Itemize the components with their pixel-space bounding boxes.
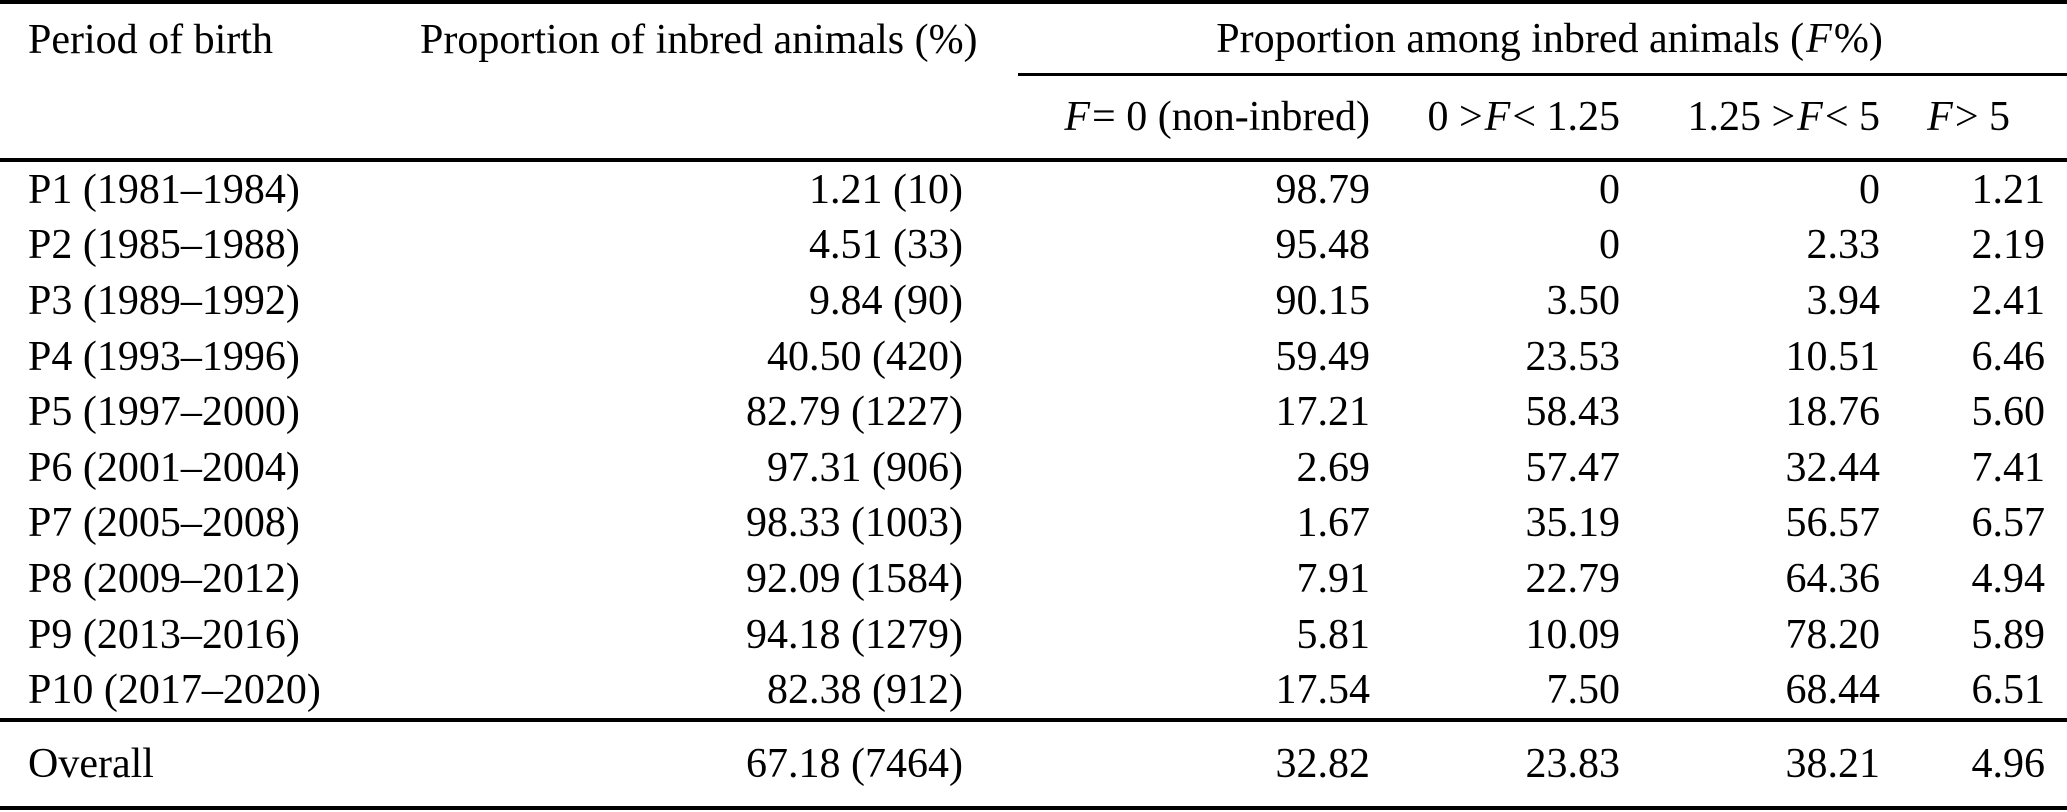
- value-cell: 3.94: [1806, 277, 1881, 324]
- value-cell: 4.96: [1971, 740, 2046, 787]
- value-cell: 57.47: [1525, 444, 1621, 491]
- table-row: P5 (1997–2000) 82.79 (1227) 17.21 58.43 18.7…: [0, 384, 2067, 440]
- header-row-2: F = 0 (non-inbred) 0 > F < 1.25 1.25 > F…: [0, 76, 2067, 158]
- header-row-1: Period of birth Proportion of inbred ani…: [0, 4, 2067, 76]
- overall-separator-rule: [0, 717, 2067, 722]
- italic-f-symbol: F: [1064, 94, 1091, 140]
- value-cell: 17.21: [1275, 389, 1371, 436]
- value-cell: 82.79 (1227): [746, 389, 963, 436]
- proportion-inbred-header: Proportion of inbred animals (%): [420, 17, 978, 63]
- value-cell: 82.38 (912): [767, 667, 963, 714]
- table-row: P2 (1985–1988) 4.51 (33) 95.48 0 2.33 2.19: [0, 218, 2067, 274]
- value-cell: 98.79: [1275, 166, 1371, 213]
- value-cell: 7.50: [1546, 667, 1621, 714]
- subheader-f-equals-0: F = 0 (non-inbred): [1064, 94, 1370, 140]
- value-cell: 1.67: [1296, 500, 1371, 547]
- value-cell: 7.91: [1296, 555, 1371, 602]
- value-cell: 9.84 (90): [809, 277, 963, 324]
- value-cell: 58.43: [1525, 389, 1621, 436]
- period-cell: P8 (2009–2012): [28, 555, 300, 602]
- table-row: P3 (1989–1992) 9.84 (90) 90.15 3.50 3.94 2.41: [0, 273, 2067, 329]
- value-cell: 67.18 (7464): [746, 740, 963, 787]
- value-cell: 78.20: [1785, 611, 1881, 658]
- subheader-f-1-25-to-5: 1.25 > F < 5: [1687, 94, 1880, 140]
- value-cell: 10.51: [1785, 333, 1881, 380]
- value-cell: 1.21: [1971, 166, 2046, 213]
- value-cell: 6.46: [1971, 333, 2046, 380]
- value-cell: 56.57: [1785, 500, 1881, 547]
- value-cell: 10.09: [1525, 611, 1621, 658]
- period-cell: P10 (2017–2020): [28, 667, 321, 714]
- period-of-birth-header: Period of birth: [28, 17, 273, 63]
- value-cell: 22.79: [1525, 555, 1621, 602]
- value-cell: 0: [1599, 222, 1620, 269]
- table-row: P6 (2001–2004) 97.31 (906) 2.69 57.47 32.44 7…: [0, 440, 2067, 496]
- period-cell: Overall: [28, 740, 154, 787]
- period-cell: P3 (1989–1992): [28, 277, 300, 324]
- value-cell: 5.60: [1971, 389, 2046, 436]
- value-cell: 5.89: [1971, 611, 2046, 658]
- period-cell: P6 (2001–2004): [28, 444, 300, 491]
- header-bottom-rule: [0, 158, 2067, 162]
- table-body: P1 (1981–1984) 1.21 (10) 98.79 0 0 1.21 P2 (19…: [0, 162, 2067, 718]
- value-cell: 98.33 (1003): [746, 500, 963, 547]
- table-row: P10 (2017–2020) 82.38 (912) 17.54 7.50 68.44…: [0, 662, 2067, 718]
- value-cell: 2.19: [1971, 222, 2046, 269]
- value-cell: 17.54: [1275, 667, 1371, 714]
- value-cell: 1.21 (10): [809, 166, 963, 213]
- value-cell: 35.19: [1525, 500, 1621, 547]
- value-cell: 0: [1859, 166, 1880, 213]
- value-cell: 0: [1599, 166, 1620, 213]
- value-cell: 7.41: [1971, 444, 2046, 491]
- italic-f-symbol: F: [1927, 94, 1953, 140]
- italic-f-symbol: F: [1797, 94, 1823, 140]
- period-cell: P5 (1997–2000): [28, 389, 300, 436]
- overall-row: Overall 67.18 (7464) 32.82 23.83 38.21 4…: [0, 722, 2067, 806]
- subheader-f-gt-5: F > 5: [1927, 94, 2010, 140]
- table-row: P4 (1993–1996) 40.50 (420) 59.49 23.53 10.51…: [0, 329, 2067, 385]
- period-cell: P9 (2013–2016): [28, 611, 300, 658]
- value-cell: 4.94: [1971, 555, 2046, 602]
- value-cell: 32.44: [1785, 444, 1881, 491]
- value-cell: 92.09 (1584): [746, 555, 963, 602]
- value-cell: 38.21: [1785, 740, 1881, 787]
- value-cell: 2.69: [1296, 444, 1371, 491]
- table-row: P8 (2009–2012) 92.09 (1584) 7.91 22.79 64.36…: [0, 551, 2067, 607]
- value-cell: 97.31 (906): [767, 444, 963, 491]
- subheader-f-0-to-1-25: 0 > F < 1.25: [1427, 94, 1620, 140]
- italic-f-symbol: F: [1484, 94, 1511, 140]
- period-cell: P4 (1993–1996): [28, 333, 300, 380]
- value-cell: 6.57: [1971, 500, 2046, 547]
- period-cell: P1 (1981–1984): [28, 166, 300, 213]
- value-cell: 18.76: [1785, 389, 1881, 436]
- value-cell: 6.51: [1971, 667, 2046, 714]
- table-row: P1 (1981–1984) 1.21 (10) 98.79 0 0 1.21: [0, 162, 2067, 218]
- value-cell: 2.33: [1806, 222, 1881, 269]
- value-cell: 64.36: [1785, 555, 1881, 602]
- header-spacer: [420, 76, 963, 158]
- value-cell: 23.83: [1525, 740, 1621, 787]
- value-cell: 4.51 (33): [809, 222, 963, 269]
- value-cell: 94.18 (1279): [746, 611, 963, 658]
- value-cell: 95.48: [1275, 222, 1371, 269]
- value-cell: 90.15: [1275, 277, 1371, 324]
- group-header-proportion-among-inbred: Proportion among inbred animals (F %): [1017, 4, 2067, 76]
- period-cell: P2 (1985–1988): [28, 222, 300, 269]
- value-cell: 2.41: [1971, 277, 2046, 324]
- value-cell: 32.82: [1275, 740, 1371, 787]
- bottom-rule: [0, 805, 2067, 810]
- value-cell: 5.81: [1296, 611, 1371, 658]
- header-spacer: [0, 76, 420, 158]
- value-cell: 3.50: [1546, 277, 1621, 324]
- table-row: P9 (2013–2016) 94.18 (1279) 5.81 10.09 78.20…: [0, 607, 2067, 663]
- italic-f-symbol: F: [1806, 15, 1832, 62]
- value-cell: 23.53: [1525, 333, 1621, 380]
- value-cell: 59.49: [1275, 333, 1371, 380]
- value-cell: 40.50 (420): [767, 333, 963, 380]
- period-cell: P7 (2005–2008): [28, 500, 300, 547]
- value-cell: 68.44: [1785, 667, 1881, 714]
- table-row: P7 (2005–2008) 98.33 (1003) 1.67 35.19 56.57…: [0, 496, 2067, 552]
- top-rule: [0, 0, 2067, 4]
